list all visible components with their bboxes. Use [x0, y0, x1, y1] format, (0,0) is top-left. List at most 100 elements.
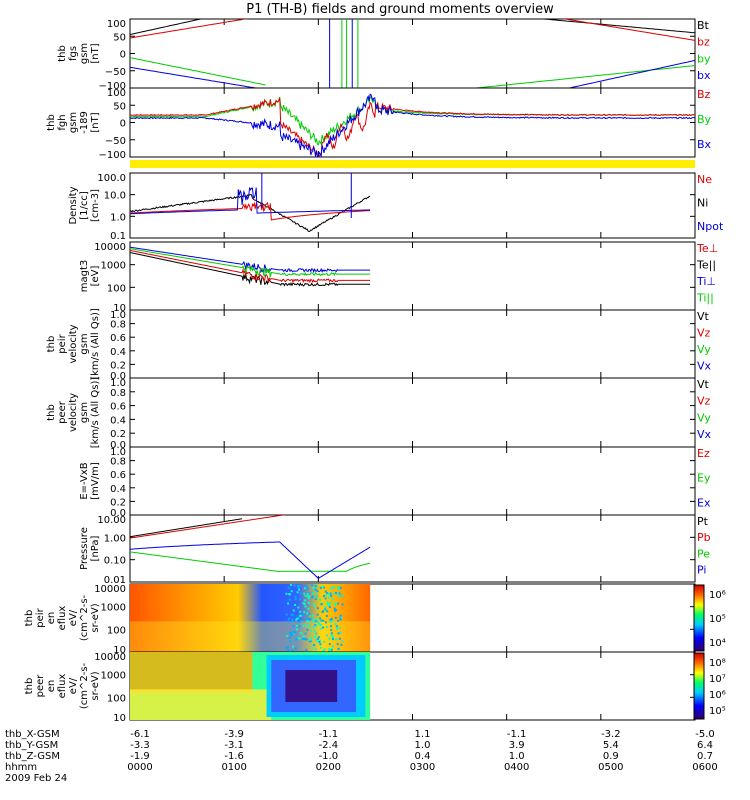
y-axis-label-line: thb	[46, 336, 57, 353]
heatmap-speck	[303, 592, 306, 595]
heatmap-speck	[303, 602, 306, 605]
heatmap-speck	[297, 586, 300, 589]
by-trace	[130, 57, 266, 86]
npot-trace	[130, 187, 371, 215]
heatmap-speck	[339, 631, 342, 634]
heatmap-speck	[335, 625, 338, 628]
heatmap-speck	[329, 587, 332, 590]
y-tick-label: 10000	[94, 242, 126, 253]
colorbar-tick-label: 10⁸	[709, 658, 726, 669]
legend-entry-Ni: Ni	[697, 196, 708, 209]
heatmap-speck	[337, 632, 340, 635]
heatmap-speck	[325, 626, 328, 629]
heatmap-speck	[324, 594, 327, 597]
y-tick-label: 100	[107, 19, 126, 30]
heatmap-speck	[288, 636, 291, 639]
heatmap-speck	[316, 621, 319, 624]
y-tick-label: −50	[105, 136, 126, 147]
heatmap-speck	[322, 610, 325, 613]
y-tick-label: −100	[99, 81, 126, 92]
heatmap-speck	[333, 607, 336, 610]
panel-frame	[129, 241, 696, 311]
heatmap-speck	[312, 614, 315, 617]
heatmap-speck	[340, 616, 343, 619]
panel-temperature: 10000 1000 100 10 magt3 [eV] Te⊥ Te|| Ti⊥ Ti||	[79, 241, 718, 314]
legend-entry-By: By	[697, 113, 712, 126]
legend-entry-Bz: Bz	[697, 88, 711, 101]
heatmap-speck	[298, 614, 301, 617]
heatmap-speck	[306, 587, 309, 590]
heatmap-speck	[293, 584, 296, 587]
x-row-label: hhmm	[5, 762, 37, 773]
heatmap-speck	[324, 606, 327, 609]
trace-group	[130, 246, 371, 287]
colorbar-tick-label: 10⁵	[709, 706, 726, 717]
x-tick-value: 0.9	[603, 751, 619, 762]
heatmap-speck	[301, 619, 304, 622]
y-axis-label-line: [mV/m]	[90, 462, 101, 500]
heatmap-speck	[306, 619, 309, 622]
y-tick-label: 50	[113, 32, 126, 43]
x-tick-value: 0300	[410, 762, 435, 773]
x-tick-value: -3.9	[224, 729, 244, 740]
x-tick-value: 0400	[504, 762, 529, 773]
heatmap-speck	[291, 620, 294, 623]
heatmap-speck	[302, 614, 305, 617]
heatmap-speck	[329, 592, 332, 595]
y-axis-label-line: eflux	[57, 674, 68, 699]
heatmap-speck	[314, 588, 317, 591]
legend-entry-Ez: Ez	[697, 447, 710, 460]
heatmap-speck	[291, 613, 294, 616]
heatmap-speck	[298, 637, 301, 640]
heatmap-speck	[328, 605, 331, 608]
data-quality-bar	[130, 160, 695, 168]
heatmap-speck	[335, 638, 338, 641]
heatmap-speck	[313, 629, 316, 632]
y-tick-label: −50	[105, 67, 126, 78]
heatmap-speck	[309, 614, 312, 617]
heatmap-speck	[314, 623, 317, 626]
x-tick-value: -3.3	[130, 740, 150, 751]
y-axis-label-line: gsm	[79, 333, 90, 354]
heatmap-speck	[291, 618, 294, 621]
heatmap-speck	[320, 619, 323, 622]
heatmap-speck	[337, 587, 340, 590]
heatmap-speck	[328, 650, 331, 652]
heatmap-speck	[326, 610, 329, 613]
heatmap-speck	[288, 617, 291, 620]
heatmap-speck	[303, 599, 306, 602]
x-tick-value: 3.9	[509, 740, 525, 751]
heatmap-speck	[336, 643, 339, 646]
y-axis-label-line: eV/	[68, 609, 79, 626]
legend-entry-bx: bx	[697, 69, 711, 82]
x-tick-value: 5.4	[603, 740, 619, 751]
y-axis-label-line: (cm^2-s-	[79, 594, 90, 641]
y-axis-label-line: fgs	[68, 46, 79, 61]
y-tick-label: 0.6	[110, 402, 126, 413]
heatmap-speck	[339, 586, 342, 589]
heatmap-speck	[287, 646, 290, 649]
y-tick-label: 1.0	[110, 212, 126, 223]
heatmap-speck	[304, 605, 307, 608]
heatmap-speck	[307, 618, 310, 621]
heatmap-speck	[333, 592, 336, 595]
panel-peer_velocity: 1.00.8 0.6 0.4 0.20.0 thb peer velocity gsm [km/…	[46, 377, 712, 451]
y-axis-label-line: [1/cc]	[79, 191, 90, 220]
pi-trace	[130, 541, 371, 580]
heatmap-speck	[302, 602, 305, 605]
bx-trace	[130, 66, 259, 88]
heatmap-speck	[298, 625, 301, 628]
bx-trace	[130, 93, 695, 157]
heatmap-speck	[319, 646, 322, 649]
heatmap-speck	[334, 622, 337, 625]
heatmap-speck	[335, 591, 338, 594]
by-trace	[471, 65, 695, 88]
y-tick-label: 1000	[101, 261, 126, 272]
panel-efield: 1.00.8 0.6 0.4 0.20.0 E=-VxB [mV/m] Ez Ey Ex	[79, 446, 711, 519]
legend-entry-Pt: Pt	[697, 515, 709, 528]
trace-group	[130, 173, 371, 233]
y-tick-label: 0.0	[110, 440, 126, 451]
y-axis-label-line: [km/s (All Qs)]	[90, 308, 101, 380]
y-tick-label: 100	[107, 88, 126, 99]
y-tick-label: 100	[107, 283, 126, 294]
